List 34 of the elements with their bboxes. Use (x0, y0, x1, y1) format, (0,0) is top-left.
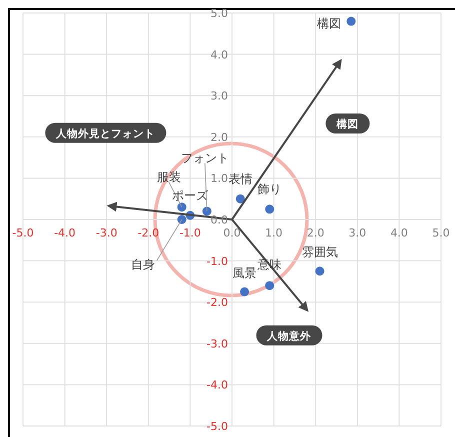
text: 人物外見とフォント (55, 126, 156, 140)
series-label: 人物意外 (266, 329, 312, 342)
x-tick-label: 5.0 (432, 226, 450, 240)
y-tick-label: 5.0 (210, 7, 228, 20)
y-tick-label: -2.0 (206, 296, 228, 310)
y-tick-label: -5.0 (206, 420, 228, 433)
y-tick-label: -4.0 (206, 378, 228, 392)
x-tick-label: 0.0 (223, 226, 241, 240)
annotation: 自身 (130, 258, 155, 272)
y-tick-label: -3.0 (206, 337, 228, 350)
y-tick-label: 4.0 (210, 48, 228, 62)
x-tick-label: -1.0 (179, 226, 201, 240)
x-tick-label: 3.0 (348, 226, 366, 240)
y-tick-label: 1.0 (210, 172, 228, 186)
x-tick-label: 4.0 (390, 226, 408, 240)
annotation: 雰囲気 (302, 245, 338, 260)
annotation: ポーズ (172, 188, 210, 202)
x-tick-label: -5.0 (12, 226, 34, 240)
annotation: 構図 (317, 16, 342, 30)
x-tick-label: 1.0 (265, 226, 283, 240)
annotation: 意味 (256, 258, 282, 272)
x-tick-label: -4.0 (54, 226, 76, 240)
annotation: 表情 (228, 172, 252, 186)
x-tick-label: -2.0 (138, 226, 160, 240)
text: 構図 (336, 117, 359, 130)
x-tick-label: 2.0 (306, 226, 324, 240)
y-tick-label: 2.0 (210, 130, 228, 144)
annotation: 飾り (258, 182, 282, 196)
annotation: 服装 (156, 170, 181, 184)
y-tick-label: 3.0 (210, 90, 228, 103)
y-tick-label: -1.0 (206, 254, 228, 268)
annotation: フォント (180, 151, 229, 166)
x-tick-label: -3.0 (96, 226, 118, 240)
annotation: 風景 (232, 266, 257, 280)
